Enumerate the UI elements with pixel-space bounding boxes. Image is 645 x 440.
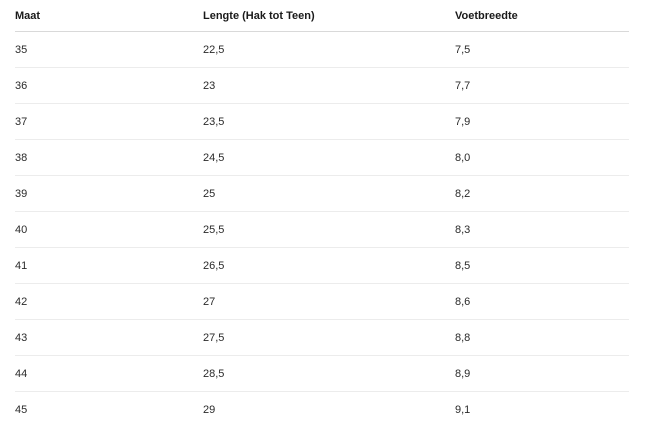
- cell-voetbreedte: 8,0: [455, 139, 629, 176]
- table-body: 35 22,5 7,5 36 23 7,7 37 23,5 7,9 38 24,5 8,0 39 25 8,…: [15, 31, 629, 428]
- table-row: 36 23 7,7: [15, 67, 629, 104]
- table-row: 42 27 8,6: [15, 283, 629, 320]
- table-row: 44 28,5 8,9: [15, 355, 629, 392]
- cell-lengte: 27: [203, 283, 455, 320]
- cell-maat: 36: [15, 67, 203, 104]
- cell-voetbreedte: 8,8: [455, 319, 629, 356]
- cell-voetbreedte: 8,2: [455, 175, 629, 212]
- cell-maat: 44: [15, 355, 203, 392]
- cell-lengte: 23,5: [203, 103, 455, 140]
- table-row: 37 23,5 7,9: [15, 103, 629, 140]
- cell-maat: 40: [15, 211, 203, 248]
- cell-lengte: 23: [203, 67, 455, 104]
- cell-lengte: 29: [203, 403, 216, 416]
- cell-voetbreedte: 8,9: [455, 355, 629, 392]
- cell-lengte: 24,5: [203, 139, 455, 176]
- cell-lengte: 28,5: [203, 355, 455, 392]
- size-chart-table-container: Maat Lengte (Hak tot Teen) Voetbreedte 3…: [15, 0, 629, 427]
- cell-maat: 45: [15, 403, 28, 416]
- cell-maat: 43: [15, 319, 203, 356]
- cell-maat: 39: [15, 175, 203, 212]
- cell-voetbreedte: 8,3: [455, 211, 629, 248]
- header-lengte: Lengte (Hak tot Teen): [203, 0, 455, 32]
- table-row: 39 25 8,2: [15, 175, 629, 212]
- cell-lengte: 26,5: [203, 247, 455, 284]
- header-voetbreedte: Voetbreedte: [455, 0, 629, 32]
- table-row: 38 24,5 8,0: [15, 139, 629, 176]
- cell-maat: 42: [15, 283, 203, 320]
- cell-voetbreedte: 8,6: [455, 283, 629, 320]
- cell-voetbreedte: 7,7: [455, 67, 629, 104]
- table-row: 43 27,5 8,8: [15, 319, 629, 356]
- header-maat: Maat: [15, 0, 203, 32]
- table-row: 40 25,5 8,3: [15, 211, 629, 248]
- cell-maat: 41: [15, 247, 203, 284]
- cell-lengte: 25,5: [203, 211, 455, 248]
- table-row: 41 26,5 8,5: [15, 247, 629, 284]
- cell-maat: 38: [15, 139, 203, 176]
- cell-lengte: 22,5: [203, 31, 455, 68]
- cell-lengte: 25: [203, 175, 455, 212]
- cell-voetbreedte: 8,5: [455, 247, 629, 284]
- cell-voetbreedte: 9,1: [455, 403, 471, 416]
- table-row: 45 29 9,1: [15, 392, 629, 428]
- table-header-row: Maat Lengte (Hak tot Teen) Voetbreedte: [15, 0, 629, 32]
- cell-voetbreedte: 7,9: [455, 103, 629, 140]
- size-chart-table: Maat Lengte (Hak tot Teen) Voetbreedte 3…: [15, 0, 629, 427]
- cell-maat: 37: [15, 103, 203, 140]
- table-row: 35 22,5 7,5: [15, 31, 629, 68]
- cell-voetbreedte: 7,5: [455, 31, 629, 68]
- cell-maat: 35: [15, 31, 203, 68]
- cell-lengte: 27,5: [203, 319, 455, 356]
